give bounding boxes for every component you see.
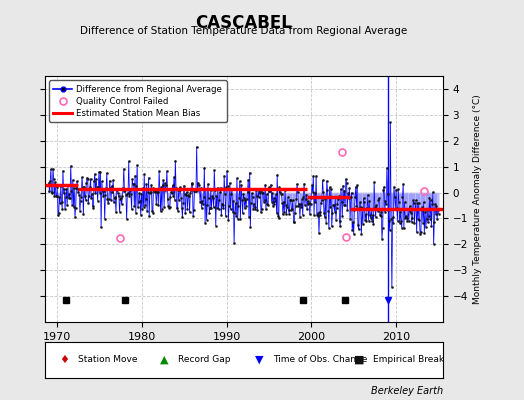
Text: Difference of Station Temperature Data from Regional Average: Difference of Station Temperature Data f… (80, 26, 407, 36)
Text: Berkeley Earth: Berkeley Earth (370, 386, 443, 396)
Text: ♦: ♦ (59, 355, 70, 365)
Text: Record Gap: Record Gap (178, 356, 231, 364)
Text: Time of Obs. Change: Time of Obs. Change (274, 356, 368, 364)
Legend: Difference from Regional Average, Quality Control Failed, Estimated Station Mean: Difference from Regional Average, Qualit… (49, 80, 226, 122)
Text: ▲: ▲ (160, 355, 168, 365)
Text: CASCABEL: CASCABEL (195, 14, 292, 32)
Text: ■: ■ (354, 355, 364, 365)
Text: ▼: ▼ (255, 355, 264, 365)
Text: Station Move: Station Move (79, 356, 138, 364)
Y-axis label: Monthly Temperature Anomaly Difference (°C): Monthly Temperature Anomaly Difference (… (473, 94, 483, 304)
Text: Empirical Break: Empirical Break (373, 356, 444, 364)
